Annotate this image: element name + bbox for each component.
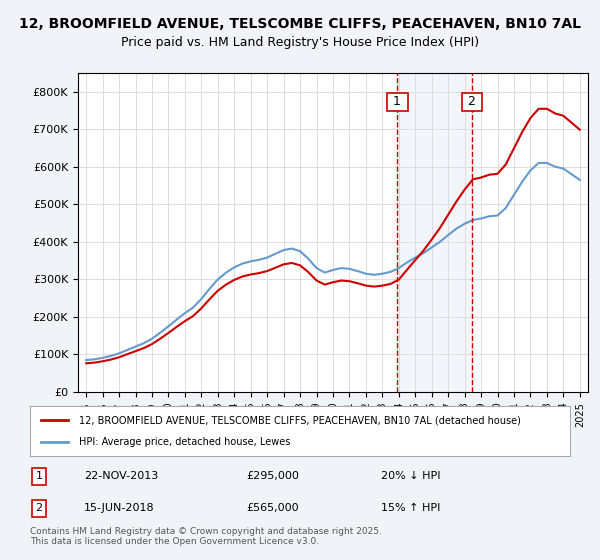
- Text: £295,000: £295,000: [246, 471, 299, 481]
- Text: 1: 1: [389, 95, 405, 108]
- Text: HPI: Average price, detached house, Lewes: HPI: Average price, detached house, Lewe…: [79, 437, 290, 447]
- Text: 15-JUN-2018: 15-JUN-2018: [84, 503, 155, 514]
- Text: 2: 2: [464, 95, 480, 108]
- Text: £565,000: £565,000: [246, 503, 299, 514]
- Text: 2: 2: [35, 503, 43, 514]
- Text: 22-NOV-2013: 22-NOV-2013: [84, 471, 158, 481]
- Text: 1: 1: [35, 471, 43, 481]
- Text: 20% ↓ HPI: 20% ↓ HPI: [381, 471, 440, 481]
- Text: 12, BROOMFIELD AVENUE, TELSCOMBE CLIFFS, PEACEHAVEN, BN10 7AL (detached house): 12, BROOMFIELD AVENUE, TELSCOMBE CLIFFS,…: [79, 415, 520, 425]
- Bar: [397, 73, 472, 392]
- Text: Price paid vs. HM Land Registry's House Price Index (HPI): Price paid vs. HM Land Registry's House …: [121, 36, 479, 49]
- Text: 12, BROOMFIELD AVENUE, TELSCOMBE CLIFFS, PEACEHAVEN, BN10 7AL: 12, BROOMFIELD AVENUE, TELSCOMBE CLIFFS,…: [19, 17, 581, 31]
- Text: 15% ↑ HPI: 15% ↑ HPI: [381, 503, 440, 514]
- Text: Contains HM Land Registry data © Crown copyright and database right 2025.
This d: Contains HM Land Registry data © Crown c…: [30, 526, 382, 546]
